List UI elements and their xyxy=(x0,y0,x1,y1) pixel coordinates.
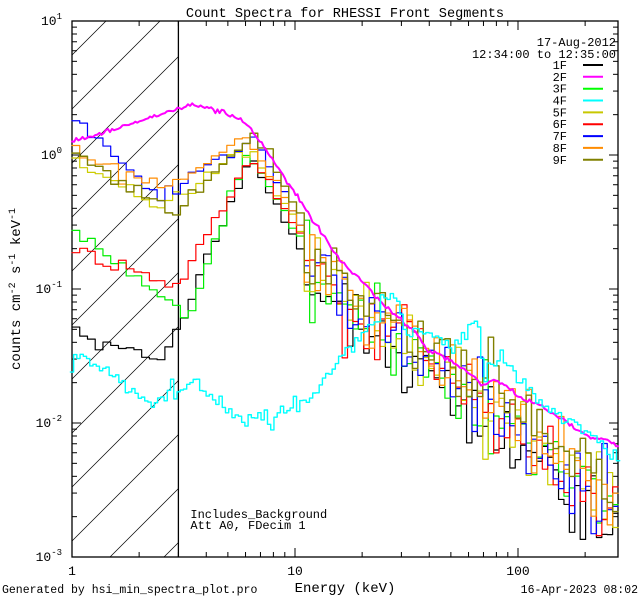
svg-text:12:34:00 to 12:35:00: 12:34:00 to 12:35:00 xyxy=(472,48,616,62)
svg-text:Count Spectra for RHESSI Front: Count Spectra for RHESSI Front Segments xyxy=(186,7,504,22)
svg-text:100: 100 xyxy=(506,564,529,579)
svg-text:16-Apr-2023 08:02: 16-Apr-2023 08:02 xyxy=(521,584,638,597)
svg-text:10: 10 xyxy=(287,564,303,579)
svg-text:9F: 9F xyxy=(553,154,567,168)
svg-text:Generated by hsi_min_spectra_p: Generated by hsi_min_spectra_plot.pro xyxy=(2,584,257,597)
svg-text:1: 1 xyxy=(68,564,76,579)
svg-text:Att A0, FDecim 1: Att A0, FDecim 1 xyxy=(190,519,305,533)
svg-text:Energy (keV): Energy (keV) xyxy=(295,581,396,597)
